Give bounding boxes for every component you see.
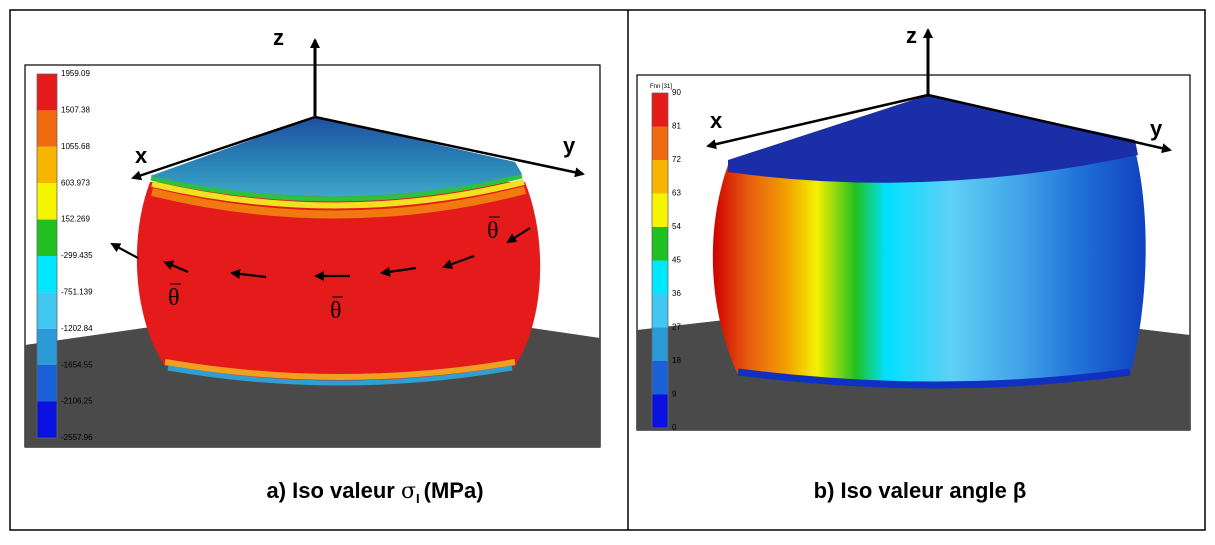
colorbar-label: 27 [672,323,681,332]
colorbar-label: 81 [672,122,681,131]
band [167,365,513,386]
theta-label: θ [487,218,499,244]
colorbar-label: -751.139 [61,288,93,297]
caption-subscript: I [416,491,420,506]
z-label: z [906,23,917,48]
caption: b) Iso valeur angle β [814,478,1027,503]
x-label: x [135,143,148,168]
colorbar-label: 9 [672,390,677,399]
x-axis [706,93,929,150]
colorbar-labels: 1959.09 1507.38 1055.68 603.973 152.269 -299.… [61,69,93,442]
band [164,359,516,380]
theta-arrows [110,227,531,281]
colorbar-label: 1507.38 [61,106,90,115]
caption-prefix: a) Iso valeur [266,478,401,503]
colorbar [36,73,58,439]
colorbar-label: -2557.96 [61,433,93,442]
z-label: z [273,25,284,50]
caption-suffix: (MPa) [424,478,484,503]
colorbar-title: Fnn [31] [650,84,672,90]
y-label: y [1150,116,1163,141]
colorbar-label: 45 [672,256,681,265]
colorbar-label: -1202.84 [61,324,93,333]
colorbar-label: 54 [672,222,681,231]
caption: a) Iso valeur σI (MPa) [266,478,483,506]
panel-a: 1959.09 1507.38 1055.68 603.973 152.269 -299.… [24,25,601,506]
colorbar-label: -2106.25 [61,397,93,406]
colorbar-label: -1654.55 [61,360,93,369]
colorbar-label: 18 [672,356,681,365]
colorbar-label: 152.269 [61,215,90,224]
colorbar-label: 603.973 [61,178,90,187]
frame [9,9,1206,531]
colorbar-label: 63 [672,189,681,198]
colorbar-label: -299.435 [61,251,93,260]
y-label: y [563,133,576,158]
colorbar-label: 1959.09 [61,69,90,78]
barrel-top [150,117,522,197]
y-axis [314,115,585,178]
x-axis [131,115,316,181]
band [737,368,1131,389]
y-axis [927,93,1172,154]
band [151,179,525,209]
colorbar-label: 0 [672,423,677,432]
colorbar-label: 90 [672,88,681,97]
band [151,186,527,219]
barrel-top [728,95,1138,183]
vector-marks [170,216,500,298]
colorbar-label: 72 [672,155,681,164]
barrel [712,150,1146,388]
colorbar-label: 1055.68 [61,142,90,151]
theta-label: θ [330,298,342,324]
band [150,173,523,202]
theta-label: θ [168,285,180,311]
x-label: x [710,108,723,133]
colorbar-label: 36 [672,289,681,298]
colorbar [651,92,669,429]
barrel [136,182,541,381]
caption-symbol: σ [401,479,416,504]
